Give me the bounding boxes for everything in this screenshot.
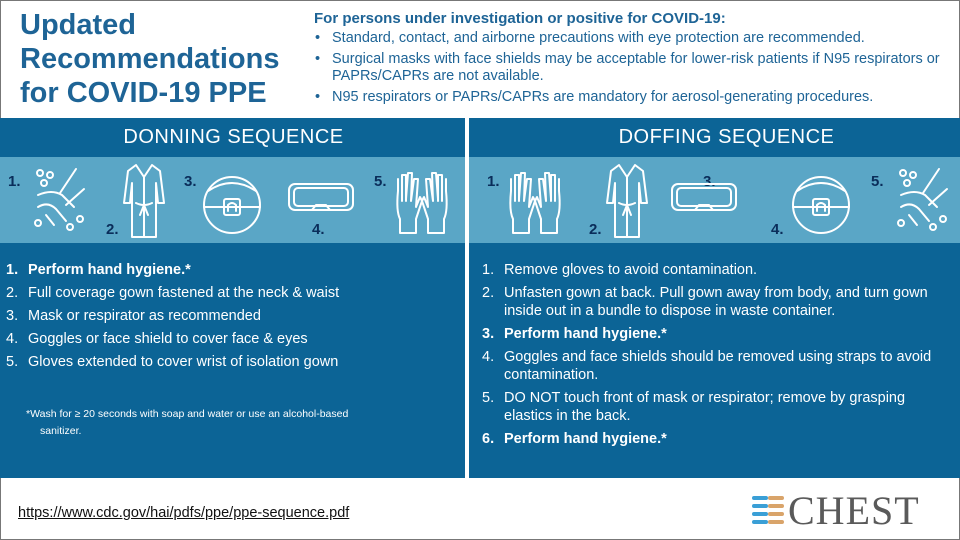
intro-bullet: N95 respirators or PAPRs/CAPRs are manda… [314, 89, 954, 106]
step-text: Full coverage gown fastened at the neck … [28, 285, 340, 301]
respirator-icon [789, 171, 853, 240]
gown-icon [605, 163, 649, 244]
step-number: 1. [6, 262, 19, 278]
divider [465, 118, 469, 478]
doffing-steps: 1. Remove gloves to avoid contamination. 2… [476, 261, 946, 453]
doffing-heading: DOFFING SEQUENCE [618, 126, 835, 148]
step-text: Perform hand hygiene.* [504, 431, 667, 447]
chest-logo: CHEST [752, 487, 920, 534]
step-number: 4. [482, 349, 495, 365]
icon-number: 3. [703, 173, 716, 190]
intro: For persons under investigation or posit… [314, 10, 954, 110]
gloves-icon [505, 171, 565, 240]
goggles-icon [669, 181, 739, 222]
footnote: *Wash for ≥ 20 seconds with soap and wat… [26, 406, 426, 440]
step-number: 5. [482, 390, 495, 406]
footnote-line: sanitizer. [40, 425, 82, 437]
step-item: 4. Goggles or face shield to cover face &… [0, 330, 440, 348]
icon-number: 5. [374, 173, 387, 190]
step-text: Remove gloves to avoid contamination. [504, 262, 758, 278]
intro-bullet: Surgical masks with face shields may be … [314, 51, 954, 85]
icon-number: 1. [8, 173, 21, 190]
footnote-line: *Wash for ≥ 20 seconds with soap and wat… [26, 408, 349, 420]
intro-heading: For persons under investigation or posit… [314, 10, 726, 27]
step-text: Goggles or face shield to cover face & e… [28, 331, 308, 347]
icon-number: 1. [487, 173, 500, 190]
title-line: for COVID-19 PPE [20, 77, 267, 109]
step-number: 6. [482, 431, 495, 447]
step-item: 5. DO NOT touch front of mask or respirat… [476, 389, 946, 425]
step-item: 4. Goggles and face shields should be rem… [476, 348, 946, 384]
sequence-panel: DONNING SEQUENCE DOFFING SEQUENCE 1. 2. 3.… [0, 118, 960, 478]
icon-number: 2. [589, 221, 602, 238]
icon-number: 5. [871, 173, 884, 190]
step-number: 4. [6, 331, 19, 347]
step-number: 5. [6, 354, 19, 370]
hand-washing-icon [891, 165, 951, 240]
respirator-icon [200, 171, 264, 240]
step-item: 3. Mask or respirator as recommended [0, 307, 440, 325]
doffing-icons: 1. 2. 3. 4. 5. [469, 157, 960, 243]
page-title: Updated Recommendations for COVID-19 PPE [20, 8, 279, 110]
step-text: Gloves extended to cover wrist of isolat… [28, 354, 339, 370]
donning-heading: DONNING SEQUENCE [123, 126, 344, 148]
step-item: 1. Perform hand hygiene.* [0, 261, 440, 279]
step-item: 2. Full coverage gown fastened at the nec… [0, 284, 440, 302]
donning-steps: 1. Perform hand hygiene.* 2. Full coverage … [0, 261, 440, 376]
goggles-icon [286, 181, 356, 222]
intro-bullet: Standard, contact, and airborne precauti… [314, 30, 954, 47]
icon-number: 4. [771, 221, 784, 238]
step-number: 2. [482, 285, 495, 301]
chest-logo-text: CHEST [788, 488, 920, 533]
step-item: 3. Perform hand hygiene.* [476, 325, 946, 343]
icon-number: 4. [312, 221, 325, 238]
step-text: Goggles and face shields should be remov… [504, 349, 932, 383]
donning-icons: 1. 2. 3. 4. 5. [0, 157, 467, 243]
gown-icon [122, 163, 166, 244]
icon-number: 3. [184, 173, 197, 190]
step-item: 6. Perform hand hygiene.* [476, 430, 946, 448]
step-item: 1. Remove gloves to avoid contamination. [476, 261, 946, 279]
step-text: Mask or respirator as recommended [28, 308, 261, 324]
cdc-link[interactable]: https://www.cdc.gov/hai/pdfs/ppe/ppe-seq… [18, 505, 350, 521]
step-item: 5. Gloves extended to cover wrist of isol… [0, 353, 440, 371]
step-item: 2. Unfasten gown at back. Pull gown away … [476, 284, 946, 320]
step-text: DO NOT touch front of mask or respirator… [504, 390, 906, 424]
gloves-icon [392, 171, 452, 240]
step-number: 3. [482, 326, 495, 342]
title-line: Recommendations [20, 43, 280, 75]
step-number: 1. [482, 262, 495, 278]
step-text: Unfasten gown at back. Pull gown away fr… [504, 285, 928, 319]
chest-logo-icon [752, 495, 784, 524]
step-text: Perform hand hygiene.* [504, 326, 667, 342]
hand-washing-icon [28, 165, 88, 240]
step-text: Perform hand hygiene.* [28, 262, 191, 278]
icon-number: 2. [106, 221, 119, 238]
step-number: 3. [6, 308, 19, 324]
step-number: 2. [6, 285, 19, 301]
title-line: Updated [20, 9, 136, 41]
